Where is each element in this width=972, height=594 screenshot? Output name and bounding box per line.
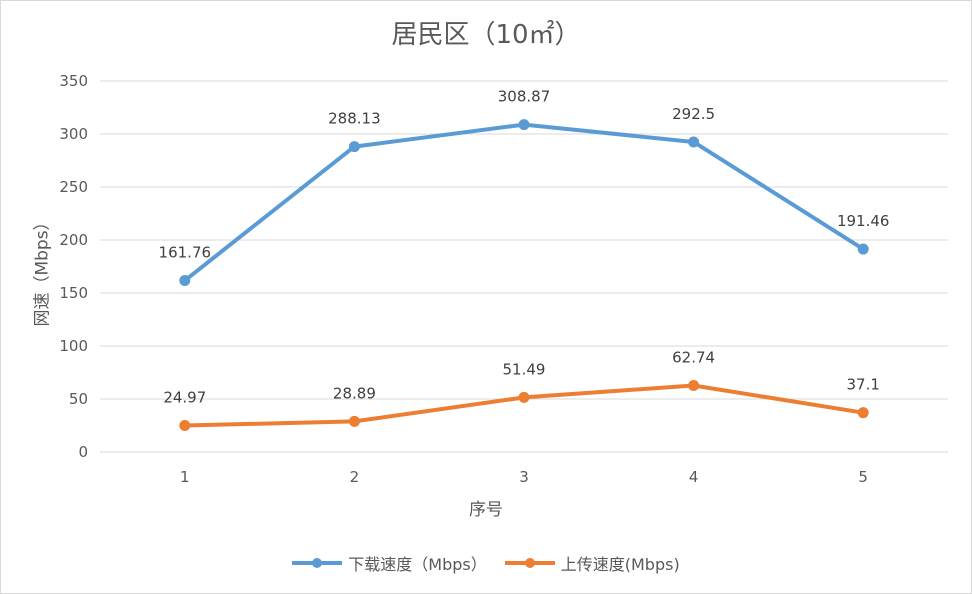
- data-point: [179, 420, 191, 432]
- y-tick-label: 250: [59, 178, 88, 196]
- y-tick-label: 150: [59, 284, 88, 302]
- data-point: [518, 391, 530, 403]
- data-label: 161.76: [159, 244, 212, 262]
- x-tick-label: 1: [180, 468, 190, 486]
- data-point: [348, 415, 360, 427]
- y-tick-label: 50: [69, 390, 88, 408]
- data-label: 28.89: [333, 384, 376, 402]
- y-tick-label: 350: [59, 72, 88, 90]
- legend-swatch-upload: [504, 558, 555, 568]
- data-point: [348, 141, 360, 153]
- legend-item-download: 下载速度（Mbps）: [292, 551, 487, 575]
- y-tick-label: 200: [59, 231, 88, 249]
- data-label: 191.46: [837, 212, 890, 230]
- legend-label-upload: 上传速度(Mbps): [560, 555, 680, 574]
- data-point: [688, 136, 700, 148]
- x-tick-label: 2: [350, 468, 360, 486]
- chart-title: 居民区（10㎡）: [391, 20, 581, 50]
- data-point: [857, 243, 869, 255]
- x-tick-label: 5: [858, 468, 868, 486]
- x-tick-label: 4: [689, 468, 699, 486]
- data-label: 308.87: [498, 88, 551, 106]
- data-point: [857, 407, 869, 419]
- legend-label-download: 下载速度（Mbps）: [348, 555, 487, 574]
- data-label: 62.74: [672, 348, 715, 366]
- legend-swatch-download: [292, 558, 343, 568]
- data-point: [179, 275, 191, 287]
- data-label: 288.13: [328, 110, 381, 128]
- data-label: 51.49: [503, 360, 546, 378]
- x-axis-label: 序号: [469, 500, 503, 520]
- data-point: [688, 379, 700, 391]
- y-tick-label: 0: [78, 443, 88, 461]
- legend-item-upload: 上传速度(Mbps): [504, 551, 680, 575]
- legend: 下载速度（Mbps） 上传速度(Mbps): [0, 551, 972, 575]
- data-point: [518, 119, 530, 131]
- data-label: 24.97: [163, 389, 206, 407]
- data-label: 292.5: [672, 105, 715, 123]
- y-tick-label: 300: [59, 125, 88, 143]
- series-line-0: [182, 122, 866, 283]
- y-tick-label: 100: [59, 337, 88, 355]
- series-line-1: [182, 383, 866, 428]
- data-label: 37.1: [846, 376, 879, 394]
- x-tick-label: 3: [519, 468, 529, 486]
